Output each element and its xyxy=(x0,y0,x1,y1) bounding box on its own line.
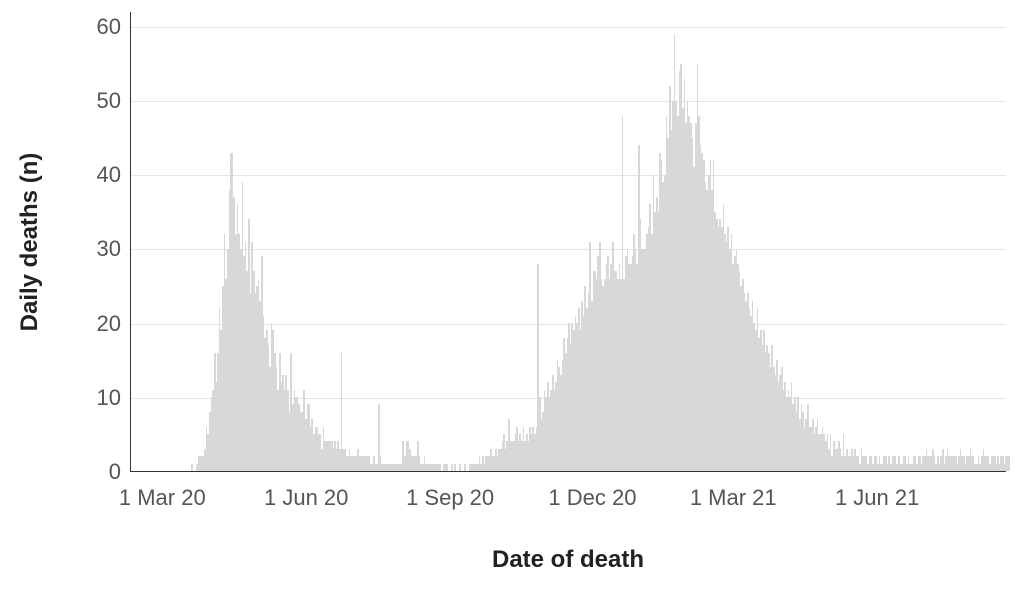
bar xyxy=(454,464,456,471)
plot-area: 01020304050601 Mar 201 Jun 201 Sep 201 D… xyxy=(130,12,1006,472)
y-tick-label: 40 xyxy=(97,162,131,188)
bar xyxy=(440,464,442,471)
x-tick-label: 1 Sep 20 xyxy=(406,471,494,511)
x-tick-label: 1 Mar 21 xyxy=(690,471,777,511)
x-tick-label: 1 Mar 20 xyxy=(119,471,206,511)
bar xyxy=(191,464,193,471)
daily-deaths-chart: 01020304050601 Mar 201 Jun 201 Sep 201 D… xyxy=(0,0,1026,614)
bar xyxy=(464,464,466,471)
bar xyxy=(459,464,461,471)
y-tick-label: 50 xyxy=(97,88,131,114)
y-tick-label: 60 xyxy=(97,14,131,40)
x-tick-label: 1 Jun 20 xyxy=(264,471,348,511)
y-tick-label: 20 xyxy=(97,311,131,337)
bar xyxy=(446,464,448,471)
y-tick-label: 10 xyxy=(97,385,131,411)
bars-group xyxy=(131,12,1006,471)
x-axis-title: Date of death xyxy=(492,546,644,574)
bar xyxy=(451,464,453,471)
y-tick-label: 30 xyxy=(97,236,131,262)
bar xyxy=(1009,456,1011,471)
x-tick-label: 1 Jun 21 xyxy=(835,471,919,511)
x-tick-label: 1 Dec 20 xyxy=(548,471,636,511)
y-axis-title: Daily deaths (n) xyxy=(16,153,44,332)
